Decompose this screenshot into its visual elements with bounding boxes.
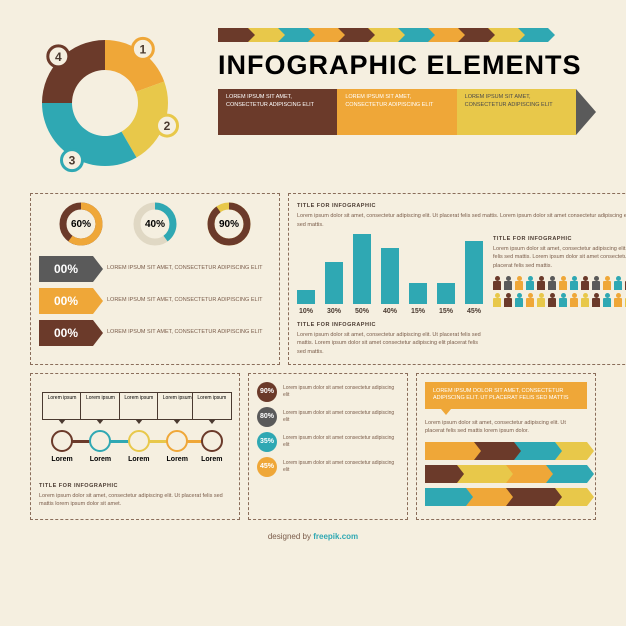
hbar-row: 80%Lorem ipsum dolor sit amet consectetu… [257, 407, 399, 427]
ribbon-cell: LOREM IPSUM SIT AMET, CONSECTETUR ADIPIS… [218, 89, 337, 135]
svg-text:1: 1 [140, 42, 147, 56]
stack-bar [425, 442, 587, 460]
lorem-body-3: Lorem ipsum dolor sit amet, consectetur … [493, 245, 626, 270]
arrow-bar: 00%LOREM IPSUM SIT AMET, CONSECTETUR ADI… [39, 320, 271, 346]
callout-body: Lorem ipsum dolor sit amet, consectetur … [425, 419, 587, 436]
timeline: Lorem ipsumLoremLorem ipsumLoremLorem ip… [39, 392, 231, 472]
ribbon-row: LOREM IPSUM SIT AMET, CONSECTETUR ADIPIS… [218, 89, 596, 135]
timeline-node [51, 430, 73, 452]
svg-text:4: 4 [55, 50, 62, 64]
mini-donut: 60% [59, 202, 103, 246]
timeline-body: Lorem ipsum dolor sit amet, consectetur … [39, 492, 231, 509]
person-icon [548, 276, 556, 290]
person-icon [493, 276, 501, 290]
lorem-heading-3: TITLE FOR INFOGRAPHIC [493, 235, 626, 243]
lorem-body: Lorem ipsum dolor sit amet, consectetur … [297, 212, 626, 229]
timeline-node [128, 430, 150, 452]
people-row-1 [493, 276, 626, 290]
timeline-bubble: Lorem ipsum [80, 392, 120, 420]
panel-barchart: TITLE FOR INFOGRAPHIC Lorem ipsum dolor … [288, 193, 626, 365]
person-icon [581, 276, 589, 290]
person-icon [526, 293, 534, 307]
panel-hbars: 90%Lorem ipsum dolor sit amet consectetu… [248, 373, 408, 520]
timeline-node [166, 430, 188, 452]
timeline-bubble: Lorem ipsum [192, 392, 232, 420]
main-title: INFOGRAPHIC ELEMENTS [218, 50, 596, 81]
mini-donut: 40% [133, 202, 177, 246]
ribbon-cell: LOREM IPSUM SIT AMET, CONSECTETUR ADIPIS… [337, 89, 456, 135]
person-icon [504, 276, 512, 290]
lorem-heading: TITLE FOR INFOGRAPHIC [297, 202, 626, 210]
arrow-bar: 00%LOREM IPSUM SIT AMET, CONSECTETUR ADI… [39, 256, 271, 282]
ribbon-cell: LOREM IPSUM SIT AMET, CONSECTETUR ADIPIS… [457, 89, 576, 135]
person-icon [592, 276, 600, 290]
bar-column: 45% [465, 241, 483, 315]
person-icon [559, 293, 567, 307]
stack-bar [425, 488, 587, 506]
person-icon [559, 276, 567, 290]
bar-column: 10% [297, 290, 315, 315]
timeline-bubble: Lorem ipsum [119, 392, 159, 420]
bar-column: 15% [409, 283, 427, 315]
person-icon [592, 293, 600, 307]
hbar-row: 90%Lorem ipsum dolor sit amet consectetu… [257, 382, 399, 402]
bar-column: 15% [437, 283, 455, 315]
header-row: 1 2 3 4 INFOGRAPHIC ELEMENTS LOREM IPSUM SI… [30, 28, 596, 183]
arrow-bar: 00%LOREM IPSUM SIT AMET, CONSECTETUR ADI… [39, 288, 271, 314]
people-row-2 [493, 293, 626, 307]
lorem-body-2: Lorem ipsum dolor sit amet, consectetur … [297, 331, 483, 356]
person-icon [537, 276, 545, 290]
person-icon [603, 276, 611, 290]
person-icon [570, 293, 578, 307]
bar-column: 40% [381, 248, 399, 315]
person-icon [581, 293, 589, 307]
callout-box: LOREM IPSUM DOLOR SIT AMET, CONSECTETUR … [425, 382, 587, 409]
person-icon [614, 276, 622, 290]
arrow-strip [218, 28, 596, 42]
person-icon [493, 293, 501, 307]
svg-text:2: 2 [164, 119, 171, 133]
hbar-row: 45%Lorem ipsum dolor sit amet consectetu… [257, 457, 399, 477]
timeline-node [89, 430, 111, 452]
bar-chart: 10% 30% 50% 40% 15% 15% 45% [297, 235, 483, 315]
svg-text:3: 3 [69, 154, 76, 168]
lorem-heading-2: TITLE FOR INFOGRAPHIC [297, 321, 483, 329]
person-icon [603, 293, 611, 307]
timeline-node [201, 430, 223, 452]
person-icon [526, 276, 534, 290]
pie-chart: 1 2 3 4 [30, 28, 200, 183]
timeline-bubble: Lorem ipsum [42, 392, 82, 420]
person-icon [515, 293, 523, 307]
timeline-heading: TITLE FOR INFOGRAPHIC [39, 482, 231, 490]
panel-callout: LOREM IPSUM DOLOR SIT AMET, CONSECTETUR … [416, 373, 596, 520]
person-icon [537, 293, 545, 307]
hbar-row: 35%Lorem ipsum dolor sit amet consectetu… [257, 432, 399, 452]
person-icon [515, 276, 523, 290]
footer: designed by freepik.com [30, 532, 596, 541]
person-icon [504, 293, 512, 307]
bar-column: 30% [325, 262, 343, 315]
stacked-arrows [425, 442, 587, 506]
person-icon [570, 276, 578, 290]
panel-donuts: 60% 40% 90% 00%LOREM IPSUM SIT AMET, CON… [30, 193, 280, 365]
bar-column: 50% [353, 234, 371, 315]
person-icon [614, 293, 622, 307]
person-icon [548, 293, 556, 307]
mini-donut: 90% [207, 202, 251, 246]
stack-bar [425, 465, 587, 483]
panel-timeline: Lorem ipsumLoremLorem ipsumLoremLorem ip… [30, 373, 240, 520]
